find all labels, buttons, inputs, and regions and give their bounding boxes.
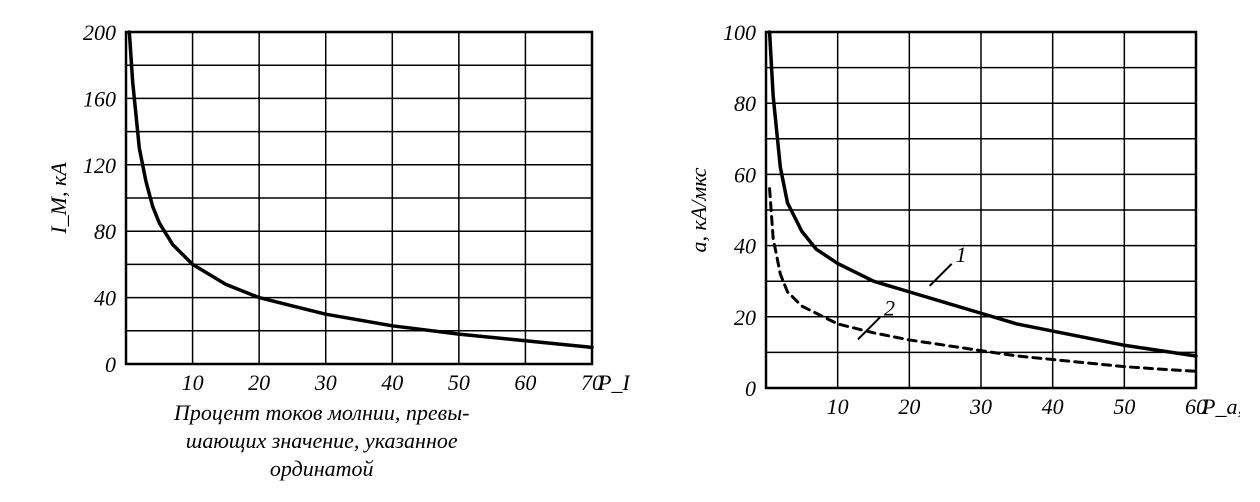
x-tick-label: 20 [248,370,270,395]
y-axis-label: a, кА/мкс [686,167,711,252]
x-tick-label: 40 [381,370,403,395]
x-tick-label: 30 [314,370,337,395]
series-label-leader [930,264,952,286]
x-axis-label-line: шающих значение, указанное [186,428,458,453]
y-axis-label: I_М, кА [46,162,71,235]
x-tick-label: 30 [969,394,992,419]
left-chart: 10203040506070P_I, %04080120160200I_М, к… [30,10,630,492]
x-axis-end-label: P_I, % [597,370,630,395]
y-tick-label: 120 [83,153,116,178]
x-axis-end-label: P_a, % [1201,394,1240,419]
y-tick-label: 160 [83,86,116,111]
series-label: 2 [884,295,895,320]
series-label: 1 [956,242,967,267]
x-tick-label: 40 [1042,394,1064,419]
x-tick-label: 20 [898,394,920,419]
grid [766,32,1196,388]
y-tick-label: 80 [94,219,116,244]
right-chart: 12102030405060P_a, %020406080100a, кА/мк… [680,10,1240,492]
y-tick-label: 20 [734,305,756,330]
y-tick-label: 40 [94,286,116,311]
x-tick-label: 50 [448,370,470,395]
svg-text:I_М, кА: I_М, кА [46,162,71,235]
y-tick-label: 200 [83,20,116,45]
y-tick-label: 40 [734,234,756,259]
x-tick-label: 50 [1113,394,1135,419]
x-tick-label: 10 [182,370,204,395]
x-tick-label: 10 [827,394,849,419]
y-tick-label: 0 [745,376,756,401]
series-curve [129,32,592,347]
y-tick-label: 0 [105,352,116,377]
x-tick-label: 60 [514,370,536,395]
x-axis-label-line: ординатой [270,456,374,481]
y-tick-label: 60 [734,162,756,187]
series-curve1 [770,32,1196,356]
y-tick-label: 80 [734,91,756,116]
x-axis-label-line: Процент токов молнии, превы- [173,400,469,425]
y-tick-label: 100 [723,20,756,45]
series-curve2 [770,189,1196,372]
svg-text:a, кА/мкс: a, кА/мкс [686,167,711,252]
grid [126,32,592,364]
